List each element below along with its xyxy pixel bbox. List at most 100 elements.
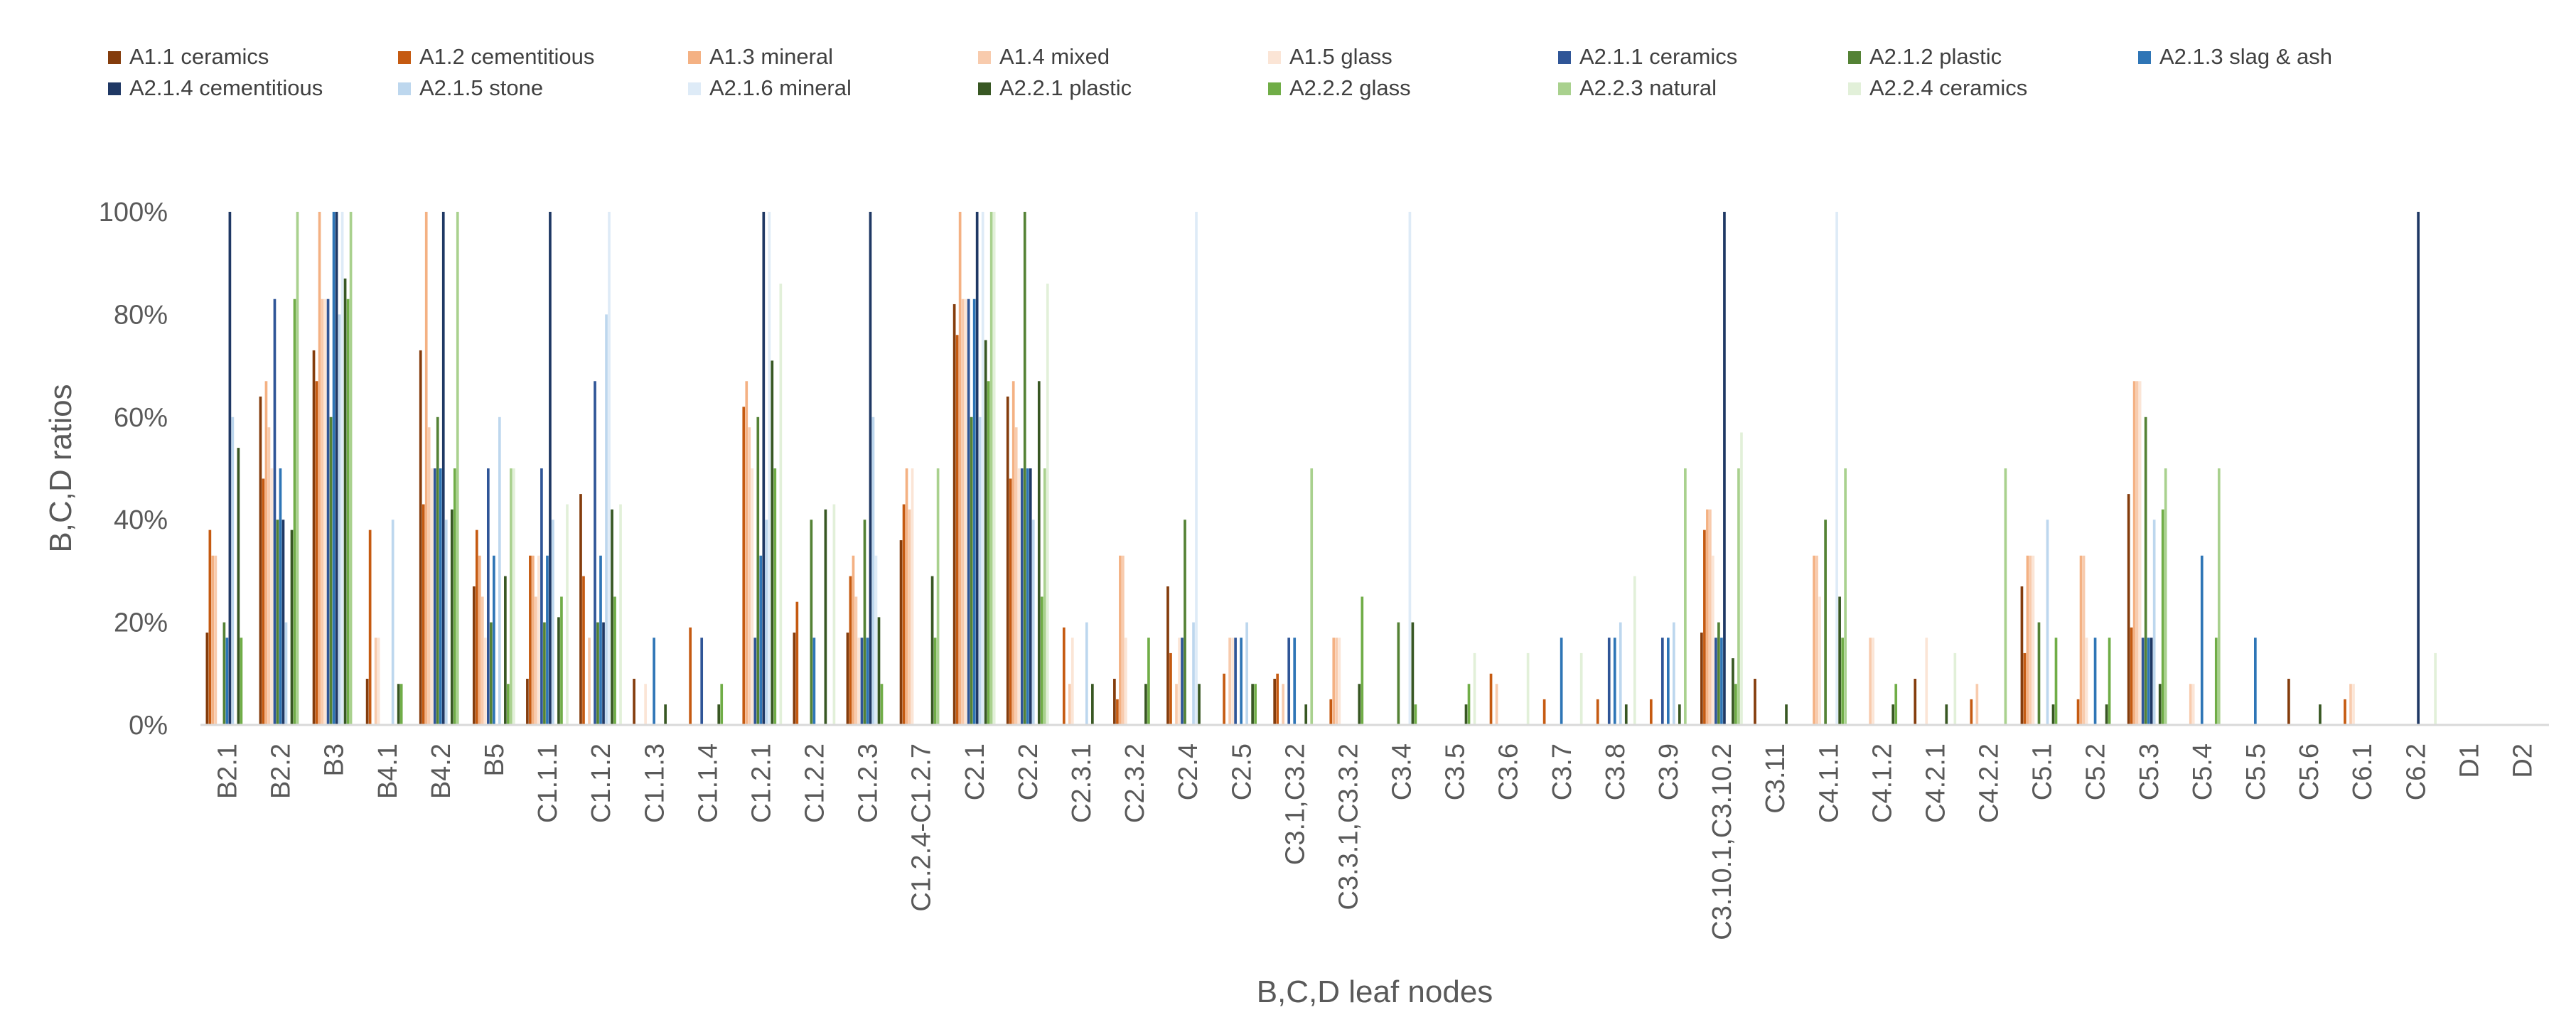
legend-label: A2.2.4 ceramics — [1869, 75, 2027, 100]
bar — [2076, 699, 2080, 725]
bar — [560, 596, 563, 725]
bar — [1667, 638, 1670, 725]
bar — [343, 278, 347, 725]
x-tick-label: C4.2.1 — [1921, 743, 1950, 823]
bar — [1046, 284, 1049, 726]
bar — [871, 416, 875, 725]
bar — [1234, 638, 1237, 725]
bar — [981, 212, 984, 725]
bar — [2029, 555, 2032, 725]
bar — [653, 638, 655, 725]
bar — [1020, 468, 1024, 725]
legend-label: A2.1.3 slag & ash — [2159, 44, 2332, 69]
x-tick-label: C4.1.2 — [1867, 743, 1897, 823]
bar — [1397, 622, 1400, 725]
bar — [2093, 638, 2097, 725]
bar — [2254, 638, 2257, 725]
bar — [1231, 638, 1234, 725]
bar — [1633, 576, 1636, 725]
bar — [1026, 468, 1029, 725]
bar — [1310, 468, 1314, 725]
bar — [453, 468, 456, 725]
bar — [1495, 684, 1498, 725]
x-tick-label: C3.4 — [1388, 743, 1417, 800]
bar — [2127, 494, 2130, 725]
y-tick-label: 80% — [114, 300, 168, 330]
bar — [1184, 520, 1186, 725]
legend-label: A1.1 ceramics — [129, 44, 269, 69]
legend-swatch — [2138, 51, 2151, 64]
bar — [1678, 704, 1681, 725]
bar — [952, 303, 956, 726]
x-tick-label: C3.5 — [1441, 743, 1471, 800]
bar — [225, 638, 229, 725]
legend-entry: A2.2.2 glass — [1268, 75, 1411, 100]
bar — [1023, 212, 1026, 725]
bar — [860, 638, 864, 725]
bar — [596, 622, 599, 725]
bar — [2023, 652, 2027, 725]
legend-label: A1.5 glass — [1289, 44, 1392, 69]
bar — [489, 622, 493, 725]
x-tick-label: B4.1 — [373, 743, 403, 799]
bar — [1526, 652, 1530, 725]
bar — [992, 212, 996, 725]
bar — [742, 407, 746, 725]
bar — [1953, 652, 1957, 725]
bar — [1287, 638, 1291, 725]
bar — [1894, 684, 1898, 725]
bar — [745, 381, 748, 725]
x-tick-label: C2.5 — [1227, 743, 1257, 800]
bar — [214, 555, 218, 725]
x-tick-label: C1.1.1 — [533, 743, 563, 823]
bar — [2147, 638, 2150, 725]
bar — [908, 509, 911, 725]
bar — [874, 555, 878, 725]
bar — [1166, 586, 1169, 725]
legend-entry: A1.5 glass — [1268, 44, 1392, 69]
bar — [276, 520, 279, 725]
bar — [964, 299, 967, 725]
legend-swatch — [1848, 82, 1861, 95]
bar — [1408, 212, 1412, 725]
bar — [605, 314, 608, 725]
bar — [1031, 520, 1035, 725]
bar — [1872, 638, 1875, 725]
bar — [2349, 684, 2352, 725]
bar — [1712, 555, 1714, 725]
bar — [1619, 622, 1622, 725]
bar — [1734, 684, 1737, 725]
bar — [540, 468, 543, 725]
bar — [433, 468, 436, 725]
bar — [2026, 555, 2029, 725]
bar — [2344, 699, 2346, 725]
bar — [321, 299, 324, 725]
bar — [543, 622, 546, 725]
bar — [978, 416, 982, 725]
bars — [205, 212, 2437, 726]
x-tick-label: B4.2 — [426, 743, 456, 799]
x-tick-label: B2.1 — [213, 743, 243, 799]
bar — [1361, 596, 1364, 725]
legend-swatch — [108, 51, 121, 64]
bar — [930, 576, 934, 725]
x-tick-label: C2.1 — [960, 743, 990, 800]
x-tick-label: C3.11 — [1761, 743, 1791, 814]
bar — [293, 299, 296, 725]
bar — [526, 679, 529, 725]
bar — [397, 684, 400, 725]
bar — [1335, 638, 1338, 725]
bar — [2417, 212, 2420, 725]
bar — [644, 684, 647, 725]
bar — [1113, 679, 1116, 725]
bar — [582, 576, 585, 725]
bar — [498, 416, 501, 725]
bar — [1607, 638, 1611, 725]
bar — [700, 638, 704, 725]
bar — [2217, 468, 2221, 725]
bar — [349, 212, 353, 725]
bar — [1411, 622, 1415, 725]
bar — [475, 530, 478, 725]
bar — [1473, 652, 1476, 725]
